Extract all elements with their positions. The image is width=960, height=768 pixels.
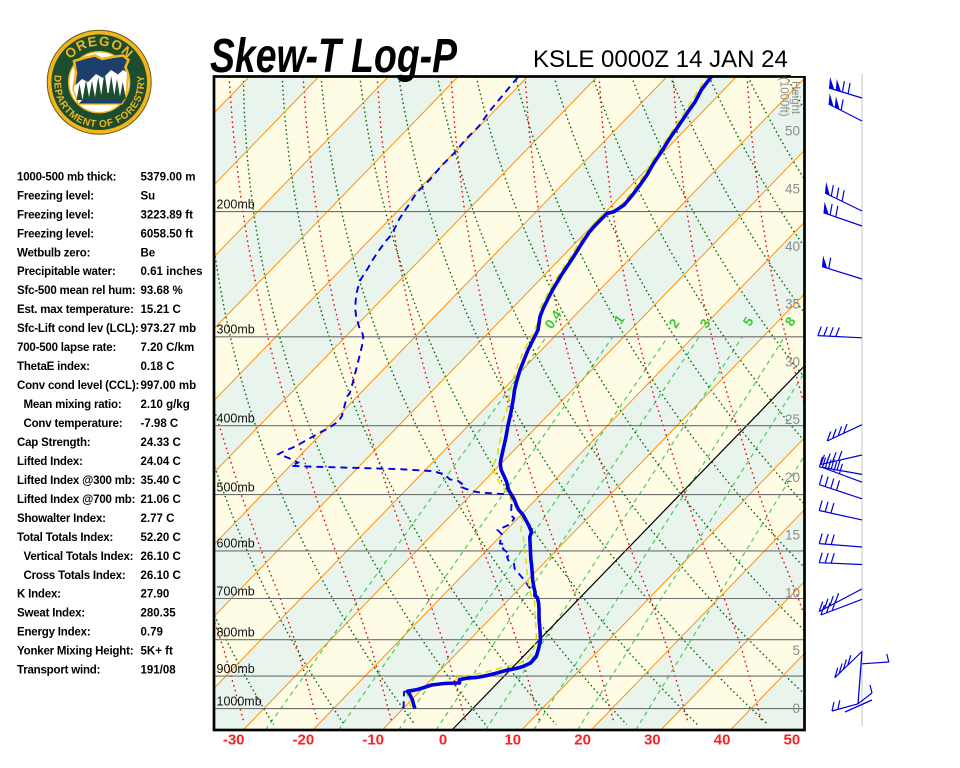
svg-text:Height: Height <box>789 81 801 115</box>
svg-text:Mean mixing ratio:: Mean mixing ratio: <box>24 399 122 411</box>
svg-text:1000mb: 1000mb <box>217 694 262 708</box>
svg-text:700mb: 700mb <box>217 584 255 598</box>
svg-text:30: 30 <box>644 732 661 749</box>
svg-text:K Index:: K Index: <box>17 589 61 601</box>
svg-text:Skew-T Log-P: Skew-T Log-P <box>210 30 458 83</box>
svg-text:Freezing level:: Freezing level: <box>17 228 94 240</box>
svg-text:50: 50 <box>784 732 801 749</box>
svg-text:Yonker Mixing Height:: Yonker Mixing Height: <box>17 646 133 658</box>
svg-text:200mb: 200mb <box>217 197 255 211</box>
svg-text:26.10 C: 26.10 C <box>141 551 181 563</box>
svg-text:Cap Strength:: Cap Strength: <box>17 437 90 449</box>
svg-text:-20: -20 <box>293 732 315 749</box>
svg-text:Showalter Index:: Showalter Index: <box>17 513 106 525</box>
svg-text:50: 50 <box>785 124 800 139</box>
svg-text:40: 40 <box>785 239 800 254</box>
svg-text:0.79: 0.79 <box>141 627 163 639</box>
svg-text:30: 30 <box>785 354 800 369</box>
svg-text:40: 40 <box>714 732 731 749</box>
svg-text:35.40 C: 35.40 C <box>141 475 181 487</box>
svg-text:Cross Totals Index:: Cross Totals Index: <box>24 570 126 582</box>
svg-text:Lifted Index @300 mb:: Lifted Index @300 mb: <box>17 475 135 487</box>
svg-text:ThetaE index:: ThetaE index: <box>17 361 90 373</box>
svg-text:Freezing level:: Freezing level: <box>17 190 94 202</box>
svg-text:52.20 C: 52.20 C <box>141 532 181 544</box>
svg-text:Sfc-Lift cond lev (LCL):: Sfc-Lift cond lev (LCL): <box>17 323 139 335</box>
svg-text:800mb: 800mb <box>217 626 255 640</box>
svg-text:400mb: 400mb <box>217 412 255 426</box>
svg-text:Conv cond level (CCL):: Conv cond level (CCL): <box>17 380 139 392</box>
svg-text:Freezing level:: Freezing level: <box>17 209 94 221</box>
svg-text:Be: Be <box>141 247 156 259</box>
svg-text:24.04 C: 24.04 C <box>141 456 181 468</box>
svg-text:5379.00 m: 5379.00 m <box>141 171 196 183</box>
svg-text:Su: Su <box>141 190 156 202</box>
svg-text:700-500 lapse rate:: 700-500 lapse rate: <box>17 342 116 354</box>
svg-text:Precipitable water:: Precipitable water: <box>17 266 115 278</box>
svg-text:5K+ ft: 5K+ ft <box>141 646 173 658</box>
svg-text:21.06 C: 21.06 C <box>141 494 181 506</box>
svg-text:15.21 C: 15.21 C <box>141 304 181 316</box>
svg-text:20: 20 <box>574 732 591 749</box>
svg-text:20: 20 <box>785 470 800 485</box>
svg-text:6058.50 ft: 6058.50 ft <box>141 228 194 240</box>
svg-text:0: 0 <box>792 701 800 716</box>
svg-text:Vertical Totals Index:: Vertical Totals Index: <box>24 551 134 563</box>
svg-text:24.33 C: 24.33 C <box>141 437 181 449</box>
svg-text:973.27 mb: 973.27 mb <box>141 323 197 335</box>
svg-text:0.61 inches: 0.61 inches <box>141 266 203 278</box>
svg-text:-7.98 C: -7.98 C <box>141 418 179 430</box>
svg-text:2.77 C: 2.77 C <box>141 513 175 525</box>
svg-text:0.18 C: 0.18 C <box>141 361 175 373</box>
svg-text:27.90: 27.90 <box>141 589 170 601</box>
svg-text:Total Totals Index:: Total Totals Index: <box>17 532 113 544</box>
svg-text:Sfc-500 mean rel hum:: Sfc-500 mean rel hum: <box>17 285 136 297</box>
svg-text:300mb: 300mb <box>217 323 255 337</box>
svg-text:Lifted Index @700 mb:: Lifted Index @700 mb: <box>17 494 135 506</box>
svg-text:500mb: 500mb <box>217 480 255 494</box>
svg-text:-30: -30 <box>223 732 245 749</box>
svg-text:Conv temperature:: Conv temperature: <box>24 418 123 430</box>
svg-text:15: 15 <box>785 528 800 543</box>
svg-text:2.10 g/kg: 2.10 g/kg <box>141 399 190 411</box>
svg-text:Sweat Index:: Sweat Index: <box>17 608 85 620</box>
svg-text:Energy Index:: Energy Index: <box>17 627 90 639</box>
svg-text:45: 45 <box>785 181 800 196</box>
svg-text:600mb: 600mb <box>217 537 255 551</box>
svg-text:10: 10 <box>785 585 800 600</box>
svg-text:(1000ft): (1000ft) <box>778 77 790 117</box>
svg-text:KSLE 0000Z 14 JAN 24: KSLE 0000Z 14 JAN 24 <box>533 46 788 73</box>
svg-text:35: 35 <box>785 297 800 312</box>
svg-text:997.00 mb: 997.00 mb <box>141 380 197 392</box>
svg-text:191/08: 191/08 <box>141 665 177 677</box>
svg-text:0: 0 <box>439 732 447 749</box>
svg-text:Transport wind:: Transport wind: <box>17 665 100 677</box>
svg-text:5: 5 <box>792 643 800 658</box>
svg-text:25: 25 <box>785 412 800 427</box>
svg-text:93.68 %: 93.68 % <box>141 285 183 297</box>
svg-text:7.20 C/km: 7.20 C/km <box>141 342 195 354</box>
svg-text:-10: -10 <box>362 732 384 749</box>
svg-text:3223.89 ft: 3223.89 ft <box>141 209 194 221</box>
svg-text:26.10 C: 26.10 C <box>141 570 181 582</box>
svg-text:900mb: 900mb <box>217 662 255 676</box>
svg-text:10: 10 <box>504 732 521 749</box>
svg-text:Wetbulb zero:: Wetbulb zero: <box>17 247 90 259</box>
svg-text:Est. max temperature:: Est. max temperature: <box>17 304 134 316</box>
svg-text:280.35: 280.35 <box>141 608 177 620</box>
svg-text:1000-500 mb thick:: 1000-500 mb thick: <box>17 171 116 183</box>
svg-text:Lifted Index:: Lifted Index: <box>17 456 83 468</box>
